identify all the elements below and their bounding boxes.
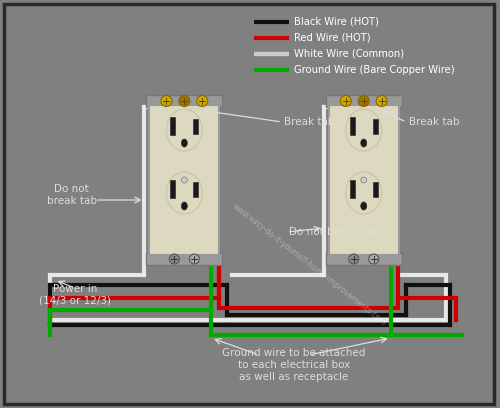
Ellipse shape: [376, 95, 387, 106]
Ellipse shape: [182, 202, 188, 210]
Bar: [350, 180, 355, 198]
Text: White Wire (Common): White Wire (Common): [294, 49, 404, 59]
Bar: [170, 117, 175, 135]
Text: Ground wire to be attached
to each electrical box
as well as receptacle: Ground wire to be attached to each elect…: [222, 348, 366, 381]
Ellipse shape: [190, 254, 200, 264]
Text: Break tab: Break tab: [284, 117, 335, 127]
Ellipse shape: [358, 95, 369, 106]
Text: Red Wire (HOT): Red Wire (HOT): [294, 33, 370, 43]
Ellipse shape: [182, 177, 188, 183]
Bar: [194, 119, 198, 134]
Bar: [372, 119, 378, 134]
Bar: [329, 105, 398, 255]
Ellipse shape: [340, 95, 351, 106]
Ellipse shape: [182, 139, 188, 147]
Bar: [146, 253, 222, 265]
Text: Do not
break tab: Do not break tab: [46, 184, 96, 206]
Text: Break tab: Break tab: [408, 117, 459, 127]
Bar: [350, 117, 355, 135]
Ellipse shape: [179, 95, 190, 106]
Ellipse shape: [368, 254, 378, 264]
Text: Do not break tab: Do not break tab: [289, 227, 377, 237]
Bar: [146, 95, 222, 107]
Ellipse shape: [360, 177, 366, 183]
Bar: [194, 182, 198, 197]
Ellipse shape: [360, 139, 366, 147]
Text: Power in
(14/3 or 12/3): Power in (14/3 or 12/3): [38, 284, 111, 306]
Bar: [372, 182, 378, 197]
Bar: [170, 180, 175, 198]
Ellipse shape: [360, 202, 366, 210]
Text: Black Wire (HOT): Black Wire (HOT): [294, 17, 379, 27]
Ellipse shape: [170, 254, 179, 264]
Ellipse shape: [349, 254, 358, 264]
Bar: [326, 95, 402, 107]
Text: www.easy-do-it-yourself-home-improvements.com: www.easy-do-it-yourself-home-improvement…: [230, 202, 388, 328]
Bar: [150, 105, 219, 255]
Ellipse shape: [197, 95, 208, 106]
Text: Ground Wire (Bare Copper Wire): Ground Wire (Bare Copper Wire): [294, 65, 454, 75]
Bar: [326, 253, 402, 265]
Ellipse shape: [161, 95, 172, 106]
